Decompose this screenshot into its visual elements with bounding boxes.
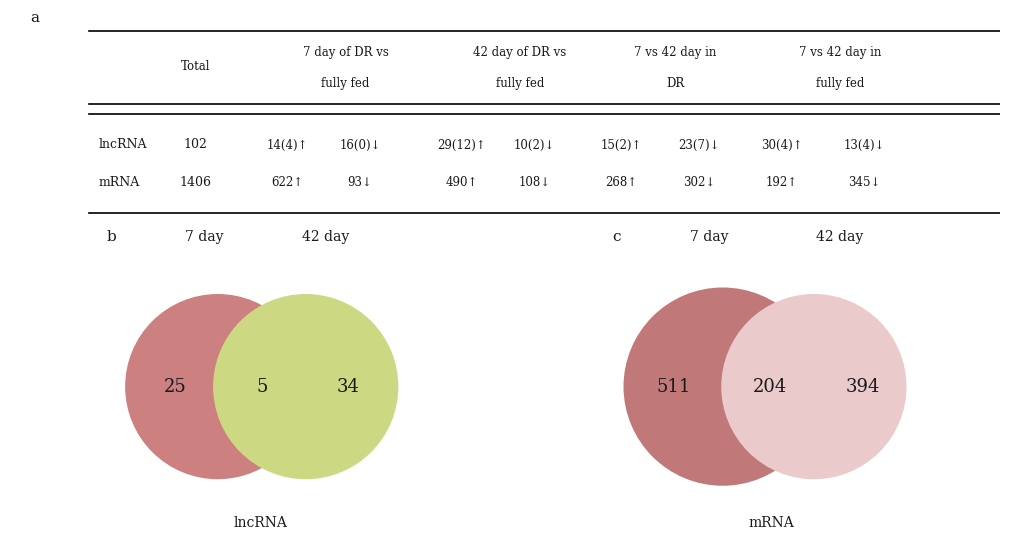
Text: 302↓: 302↓: [683, 175, 714, 188]
Text: Total: Total: [180, 60, 210, 73]
Text: 268↑: 268↑: [605, 175, 637, 188]
Text: 14(4)↑: 14(4)↑: [266, 138, 308, 151]
Text: fully fed: fully fed: [495, 77, 543, 90]
Text: 7 day: 7 day: [185, 230, 224, 244]
Text: 7 vs 42 day in: 7 vs 42 day in: [633, 46, 715, 59]
Text: 394: 394: [845, 377, 879, 396]
Text: 7 vs 42 day in: 7 vs 42 day in: [798, 46, 880, 59]
Text: 29(12)↑: 29(12)↑: [437, 138, 486, 151]
Text: 1406: 1406: [179, 175, 211, 188]
Text: 34: 34: [336, 377, 359, 396]
Text: mRNA: mRNA: [99, 175, 140, 188]
Circle shape: [214, 295, 396, 478]
Text: fully fed: fully fed: [815, 77, 863, 90]
Text: 204: 204: [752, 377, 787, 396]
Text: a: a: [31, 11, 40, 25]
Text: 23(7)↓: 23(7)↓: [678, 138, 719, 151]
Text: 42 day: 42 day: [302, 230, 348, 244]
Circle shape: [126, 295, 309, 478]
Text: b: b: [107, 230, 116, 244]
Text: c: c: [611, 230, 620, 244]
Text: 16(0)↓: 16(0)↓: [339, 138, 380, 151]
Text: 511: 511: [656, 377, 690, 396]
Text: fully fed: fully fed: [321, 77, 369, 90]
Text: 10(2)↓: 10(2)↓: [514, 138, 554, 151]
Text: 345↓: 345↓: [847, 175, 879, 188]
Text: 42 day of DR vs: 42 day of DR vs: [473, 46, 566, 59]
Text: lncRNA: lncRNA: [233, 516, 286, 530]
Text: 622↑: 622↑: [271, 175, 303, 188]
Text: 15(2)↑: 15(2)↑: [600, 138, 642, 151]
Text: 13(4)↓: 13(4)↓: [843, 138, 883, 151]
Text: 5: 5: [256, 377, 267, 396]
Text: 490↑: 490↑: [445, 175, 478, 188]
Text: 7 day: 7 day: [690, 230, 729, 244]
Circle shape: [625, 289, 819, 484]
Text: lncRNA: lncRNA: [99, 138, 147, 151]
Text: mRNA: mRNA: [748, 516, 794, 530]
Text: 192↑: 192↑: [765, 175, 797, 188]
Text: 102: 102: [183, 138, 207, 151]
Text: 93↓: 93↓: [347, 175, 372, 188]
Text: 25: 25: [164, 377, 186, 396]
Circle shape: [721, 295, 904, 478]
Text: 108↓: 108↓: [518, 175, 550, 188]
Text: 30(4)↑: 30(4)↑: [760, 138, 802, 151]
Text: 42 day: 42 day: [815, 230, 863, 244]
Text: 7 day of DR vs: 7 day of DR vs: [303, 46, 388, 59]
Text: DR: DR: [665, 77, 684, 90]
